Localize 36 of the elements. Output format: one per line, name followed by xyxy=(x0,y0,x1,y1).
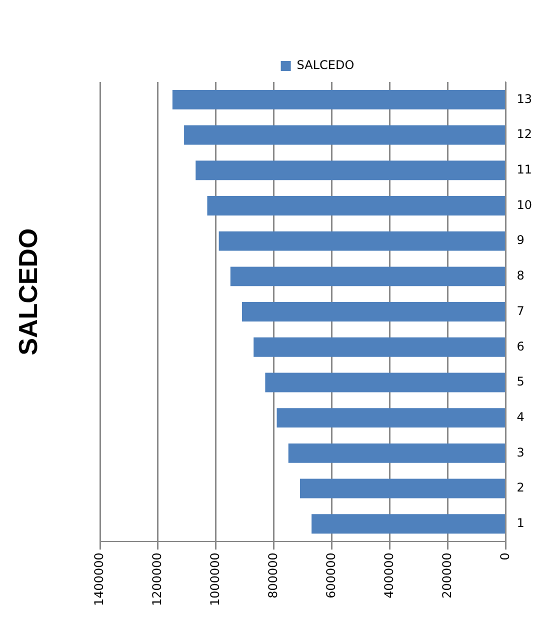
x-tick-label: 1400000 xyxy=(92,552,106,606)
bar xyxy=(196,160,505,180)
y-tick-label: 6 xyxy=(516,339,524,354)
x-tick-label: 800000 xyxy=(266,552,280,598)
y-tick-label: 11 xyxy=(516,162,532,176)
bar xyxy=(242,302,505,322)
bar xyxy=(184,125,505,145)
x-tick-label: 200000 xyxy=(440,552,454,598)
y-tick-label: 7 xyxy=(516,304,524,318)
y-tick-label: 1 xyxy=(516,516,524,530)
y-tick-label: 13 xyxy=(516,92,532,106)
y-tick-label: 10 xyxy=(516,198,532,212)
bar xyxy=(300,478,505,498)
text: SALCEDO xyxy=(13,228,44,356)
y-tick-label: 2 xyxy=(516,480,524,495)
bar xyxy=(276,408,505,428)
y-tick-label: 3 xyxy=(516,445,524,460)
x-tick-label: 1200000 xyxy=(150,552,164,606)
bar xyxy=(218,231,505,251)
legend-label: SALCEDO xyxy=(296,58,354,72)
bar xyxy=(230,266,505,286)
y-tick-label: 12 xyxy=(516,127,532,142)
y-tick-label: 8 xyxy=(516,268,524,283)
x-tick-label: 1000000 xyxy=(208,552,222,606)
bar xyxy=(172,90,505,110)
y-tick-label: 9 xyxy=(516,233,524,248)
y-tick-label: 4 xyxy=(516,410,524,424)
x-tick-label: 600000 xyxy=(324,552,338,598)
x-tick-label: 0 xyxy=(498,552,512,560)
bar xyxy=(207,196,505,216)
bar xyxy=(288,443,505,463)
bar xyxy=(312,514,505,534)
x-tick-label: 400000 xyxy=(382,552,396,598)
bar xyxy=(265,372,505,392)
y-tick-label: 5 xyxy=(516,374,524,389)
bar xyxy=(254,337,505,357)
